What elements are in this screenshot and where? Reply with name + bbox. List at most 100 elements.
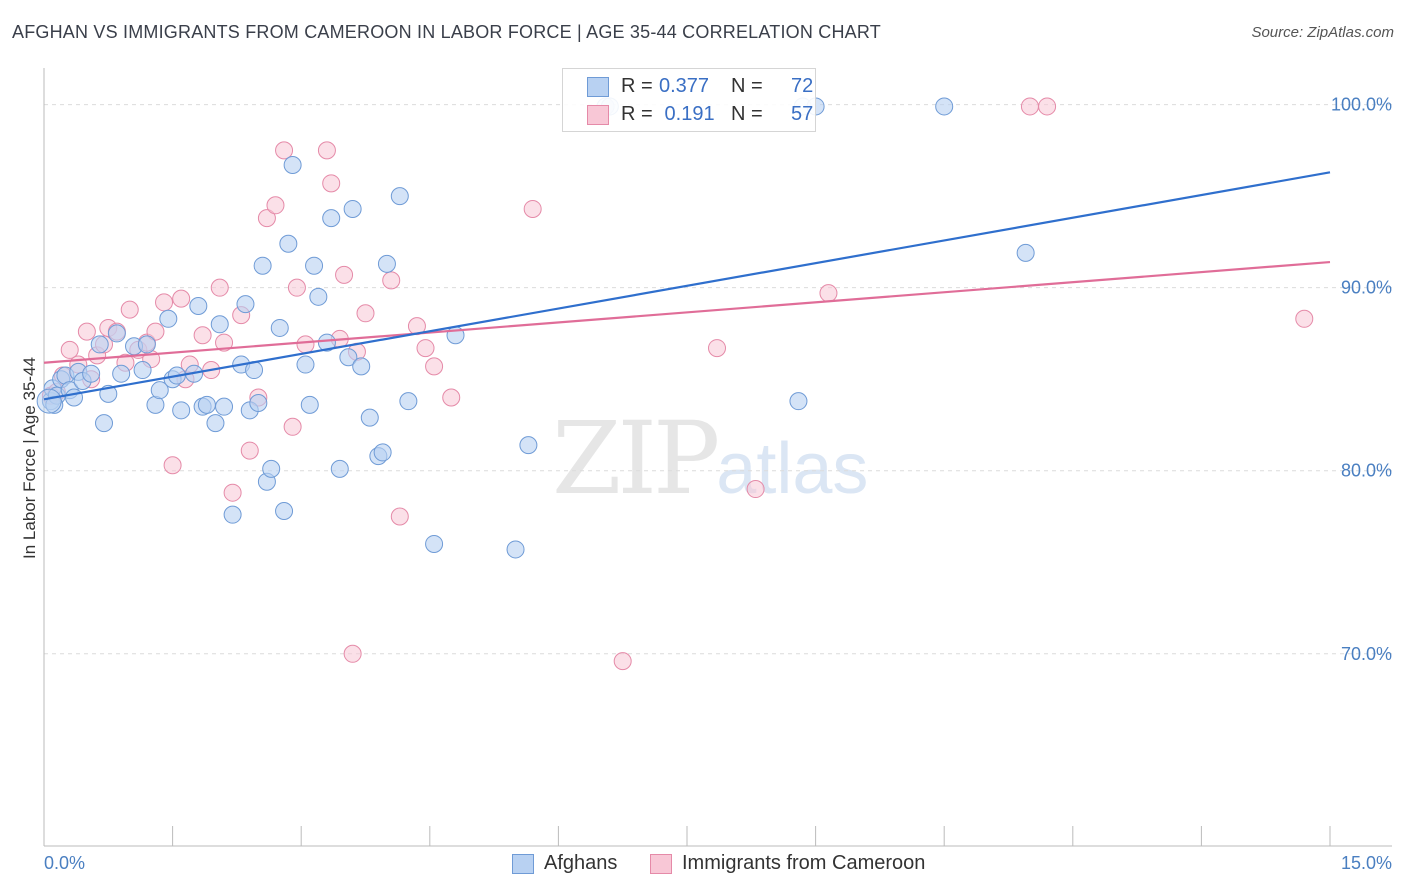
y-tick-label: 100.0% — [1331, 95, 1392, 115]
cameroon-point — [155, 293, 174, 312]
afghans-point — [137, 335, 156, 354]
legend-r-label: R = — [621, 75, 653, 97]
afghans-point — [65, 388, 84, 407]
series-afghans-points — [36, 97, 1035, 559]
cameroon-point — [425, 357, 444, 376]
cameroon-point — [708, 339, 727, 358]
cameroon-point — [317, 141, 336, 160]
cameroon-point — [283, 417, 302, 436]
afghans-point — [279, 234, 298, 253]
afghans-point — [236, 295, 255, 314]
cameroon-point — [240, 441, 259, 460]
cameroon-point — [215, 333, 234, 352]
afghans-point — [223, 505, 242, 524]
trend-lines — [43, 171, 1331, 401]
afghans-point — [506, 540, 525, 559]
afghans-trend-line — [43, 171, 1331, 401]
cameroon-point — [266, 196, 285, 215]
afghans-point — [935, 97, 954, 116]
legend-r-value: 0.377 — [659, 75, 710, 97]
watermark-atlas: atlas — [716, 429, 869, 509]
afghans-point — [270, 318, 289, 337]
correlation-legend: R = 0.377 N = 72 R = 0.191 N = 57 — [562, 68, 816, 132]
afghans-point — [107, 324, 126, 343]
cameroon-point — [442, 388, 461, 407]
afghans-point — [789, 392, 808, 411]
watermark-zip: ZIP — [552, 400, 720, 517]
afghans-point — [305, 256, 324, 275]
afghans-point — [425, 534, 444, 553]
cameroon-point — [77, 322, 96, 341]
legend-r-label: R = — [621, 103, 653, 125]
cameroon-point — [60, 340, 79, 359]
afghans-point — [317, 333, 336, 352]
legend-n-value: 57 — [791, 103, 814, 125]
afghans-point — [330, 459, 349, 478]
afghans-point — [296, 355, 315, 374]
cameroon-point — [296, 335, 315, 354]
cameroon-point — [746, 480, 765, 499]
cameroon-point — [335, 265, 354, 284]
afghans-point — [275, 502, 294, 521]
afghans-point — [390, 187, 409, 206]
afghans-point — [90, 335, 109, 354]
bottom-legend-label-cameroon: Immigrants from Cameroon — [682, 852, 926, 874]
afghans-point — [519, 436, 538, 455]
y-tick-label: 80.0% — [1341, 461, 1392, 481]
cameroon-point — [819, 284, 838, 303]
cameroon-point — [356, 304, 375, 323]
x-tick-label: 15.0% — [1341, 853, 1392, 873]
cameroon-point — [287, 278, 306, 297]
afghans-point — [150, 381, 169, 400]
legend-swatch-afghans — [587, 77, 609, 97]
afghans-point — [133, 361, 152, 380]
cameroon-point — [146, 322, 165, 341]
afghans-point — [172, 401, 191, 420]
cameroon-point — [172, 289, 191, 308]
chart-source: Source: ZipAtlas.com — [1251, 24, 1394, 41]
legend-n-label: N = — [731, 75, 763, 97]
watermark: ZIPatlas — [552, 400, 868, 517]
grid-lines — [44, 104, 1392, 655]
afghans-point — [360, 408, 379, 427]
afghans-point — [399, 392, 418, 411]
chart-title: AFGHAN VS IMMIGRANTS FROM CAMEROON IN LA… — [12, 22, 881, 42]
cameroon-point — [416, 339, 435, 358]
axes — [43, 68, 1392, 847]
cameroon-point — [523, 199, 542, 218]
afghans-point — [36, 388, 62, 414]
cameroon-point — [382, 271, 401, 290]
cameroon-point — [210, 278, 229, 297]
afghans-point — [1016, 243, 1035, 262]
afghans-point — [95, 414, 114, 433]
cameroon-point — [275, 141, 294, 160]
afghans-point — [159, 309, 178, 328]
legend-r-value: 0.191 — [659, 103, 715, 125]
cameroon-point — [343, 644, 362, 663]
afghans-point — [262, 459, 281, 478]
cameroon-point — [613, 652, 632, 671]
afghans-point — [249, 393, 268, 412]
cameroon-point — [163, 456, 182, 475]
afghans-point — [309, 287, 328, 306]
series-cameroon-points — [41, 97, 1314, 671]
afghans-point — [189, 296, 208, 315]
tick-labels: 100.0% 90.0% 80.0% 70.0% 0.0% 15.0% — [44, 95, 1392, 873]
y-tick-label: 90.0% — [1341, 278, 1392, 298]
cameroon-point — [257, 209, 276, 228]
afghans-point — [373, 443, 392, 462]
cameroon-point — [223, 483, 242, 502]
cameroon-point — [1020, 97, 1039, 116]
bottom-legend-swatch-afghans — [512, 854, 534, 874]
afghans-point — [283, 156, 302, 175]
afghans-point — [215, 397, 234, 416]
cameroon-point — [193, 326, 212, 345]
cameroon-point — [390, 507, 409, 526]
y-tick-label: 70.0% — [1341, 644, 1392, 664]
afghans-point — [343, 199, 362, 218]
cameroon-point — [322, 174, 341, 193]
bottom-legend-label-afghans: Afghans — [544, 852, 618, 874]
legend-n-value: 72 — [791, 75, 814, 97]
x-tick-label: 0.0% — [44, 853, 85, 873]
